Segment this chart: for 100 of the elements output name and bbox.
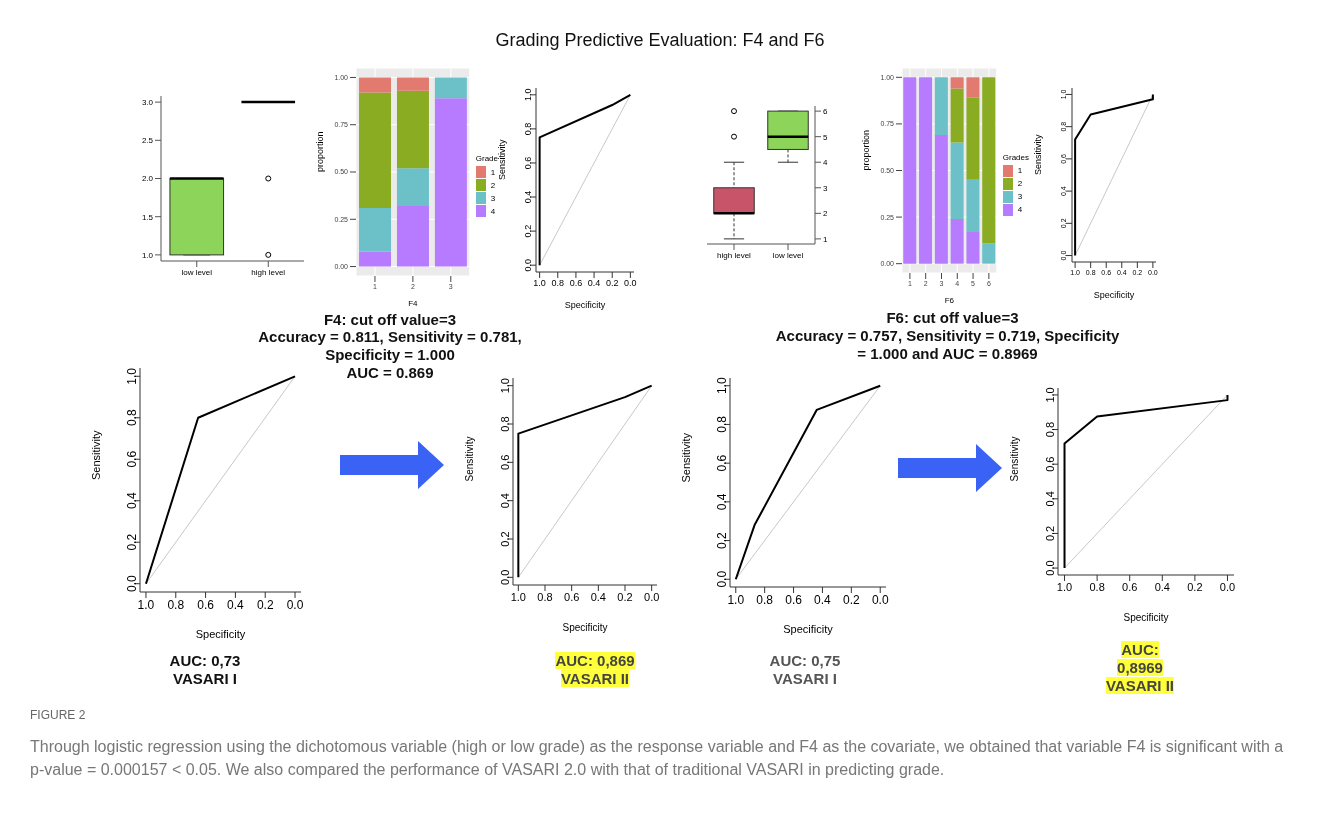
- x-tick-label: 0.0: [624, 278, 637, 289]
- y-tick-label: 0.4: [715, 493, 730, 511]
- y-tick-label: 0.0: [1043, 560, 1056, 576]
- y-tick-label: 0.6: [125, 450, 140, 468]
- legend-label: 3: [1017, 192, 1023, 201]
- text: VASARI II: [1105, 677, 1175, 694]
- y-tick-label: 6: [823, 106, 828, 116]
- text: Grading Predictive Evaluation: F4 and F6: [495, 30, 825, 50]
- y-tick-label: 0.8: [715, 415, 730, 433]
- x-tick-label: 0.6: [569, 278, 583, 289]
- y-tick-label: 0.6: [523, 156, 534, 170]
- x-axis-title: Specificity: [783, 623, 834, 635]
- legend-label: 1: [1017, 166, 1023, 175]
- y-axis-title: Sensitivity: [679, 432, 692, 483]
- y-tick-label: 0.8: [125, 409, 140, 427]
- text: VASARI I: [173, 670, 237, 687]
- y-axis-title: Sensitivity: [1008, 436, 1020, 482]
- text: AUC: 0,869: [555, 652, 635, 669]
- text: AUC:: [1121, 641, 1159, 658]
- text: Accuracy = 0.757, Sensitivity = 0.719, Specificity = 1.000 and AUC = 0.8969: [775, 327, 1120, 362]
- text: F6: cut off value=3: [886, 309, 1019, 326]
- legend-label: 4: [1017, 205, 1023, 214]
- y-tick-label: 3.0: [141, 97, 154, 107]
- legend-title: Grade: [475, 154, 498, 163]
- text: VASARI II: [560, 670, 630, 687]
- y-tick-label: 3: [823, 183, 828, 193]
- x-axis-title: Specificity: [1093, 290, 1135, 300]
- x-tick-label: 0.0: [1219, 580, 1236, 593]
- y-tick-label: 0.2: [125, 533, 140, 551]
- y-tick-label: 0.2: [498, 531, 511, 547]
- y-tick-label: 1: [823, 234, 828, 244]
- y-tick-label: 2: [823, 209, 828, 219]
- y-tick-label: 0.6: [1043, 456, 1056, 472]
- x-tick-label: 0.2: [617, 590, 633, 603]
- text: Accuracy = 0.811, Sensitivity = 0.781, Specificity = 1.000: [258, 328, 522, 363]
- x-axis-title: Specificity: [564, 300, 606, 310]
- y-tick-label: 0.4: [498, 493, 511, 509]
- text: VASARI I: [773, 670, 837, 687]
- y-tick-label: 0.8: [1043, 421, 1056, 438]
- x-tick-label: 0.4: [1154, 580, 1170, 593]
- caption: FIGURE 2: [30, 708, 86, 722]
- text: AUC: 0,73: [169, 652, 241, 669]
- x-axis-title: Specificity: [562, 622, 608, 633]
- y-tick-label: 1.0: [1043, 387, 1056, 403]
- x-tick-label: 0.2: [605, 278, 619, 289]
- y-tick-label: 0.4: [125, 492, 140, 510]
- legend-label: 1: [490, 167, 496, 177]
- y-tick-label: 0.6: [498, 454, 511, 470]
- x-tick-label: 0.6: [564, 590, 580, 603]
- y-axis-title: proportion: [861, 129, 872, 171]
- y-tick-label: 0.2: [523, 224, 534, 238]
- x-tick-label: low level: [181, 267, 213, 277]
- y-tick-label: 1.0: [498, 378, 511, 394]
- y-axis-title: Sensitivity: [463, 436, 475, 482]
- y-tick-label: 5: [823, 132, 828, 142]
- y-tick-label: 1.0: [523, 88, 534, 102]
- legend-title: Grades: [1002, 152, 1029, 162]
- y-axis-title: proportion: [315, 131, 326, 172]
- text: AUC: 0,75: [769, 652, 841, 669]
- y-tick-label: 0.6: [715, 454, 730, 472]
- text: AUC = 0.869: [346, 364, 434, 381]
- legend-label: 4: [490, 206, 496, 216]
- x-tick-label: 0.4: [587, 278, 601, 289]
- y-tick-label: 0.8: [523, 122, 534, 136]
- x-tick-label: 0.6: [197, 597, 215, 612]
- x-tick-label: 0.2: [256, 597, 274, 612]
- text: Through logistic regression using the dichotomous variable (high or low grade) as the response variable and F4 as the covariate, we obtained that variable F4 is significant with a p-value = 0.000157 < 0.05. We also compared the performance of VASARI 2.0 with that of traditional VASARI in predicting grade.: [30, 738, 1284, 779]
- legend-label: 2: [490, 180, 496, 190]
- x-axis-title: Specificity: [195, 628, 246, 640]
- legend-label: 3: [490, 193, 496, 203]
- y-tick-label: 0.4: [1043, 491, 1056, 507]
- text: F4: cut off value=3: [323, 311, 457, 328]
- x-tick-label: 0.8: [756, 592, 774, 607]
- x-tick-label: low level: [772, 250, 804, 260]
- x-tick-label: 0.6: [1122, 580, 1138, 593]
- y-tick-label: 0.4: [523, 190, 534, 204]
- x-tick-label: 1.0: [510, 590, 526, 603]
- y-axis-title: Sensitivity: [497, 138, 508, 180]
- x-tick-label: high level: [251, 267, 286, 277]
- x-tick-label: 0.6: [785, 592, 803, 607]
- x-tick-label: 0.8: [537, 590, 553, 603]
- x-tick-label: 0.8: [167, 597, 185, 612]
- y-tick-label: 0.2: [715, 531, 730, 549]
- y-tick-label: 2.5: [141, 136, 154, 146]
- x-tick-label: 1.0: [533, 278, 546, 289]
- x-tick-label: 0.4: [590, 590, 606, 603]
- y-axis-title: Sensitivity: [89, 429, 102, 480]
- y-tick-label: 1.0: [125, 367, 140, 385]
- y-tick-label: 1.5: [141, 212, 154, 222]
- x-axis-title: Specificity: [1123, 612, 1169, 623]
- legend-label: 2: [1017, 179, 1023, 188]
- y-tick-label: 2.0: [141, 174, 154, 184]
- y-tick-label: 1.0: [715, 377, 730, 395]
- x-tick-label: 0.2: [1187, 580, 1203, 593]
- x-axis-title: F4: [408, 299, 419, 308]
- x-tick-label: 0.8: [551, 278, 565, 289]
- y-tick-label: 0.8: [498, 416, 511, 432]
- x-tick-label: high level: [717, 250, 752, 260]
- x-tick-label: 0.4: [227, 597, 245, 612]
- x-axis-title: F6: [944, 296, 955, 305]
